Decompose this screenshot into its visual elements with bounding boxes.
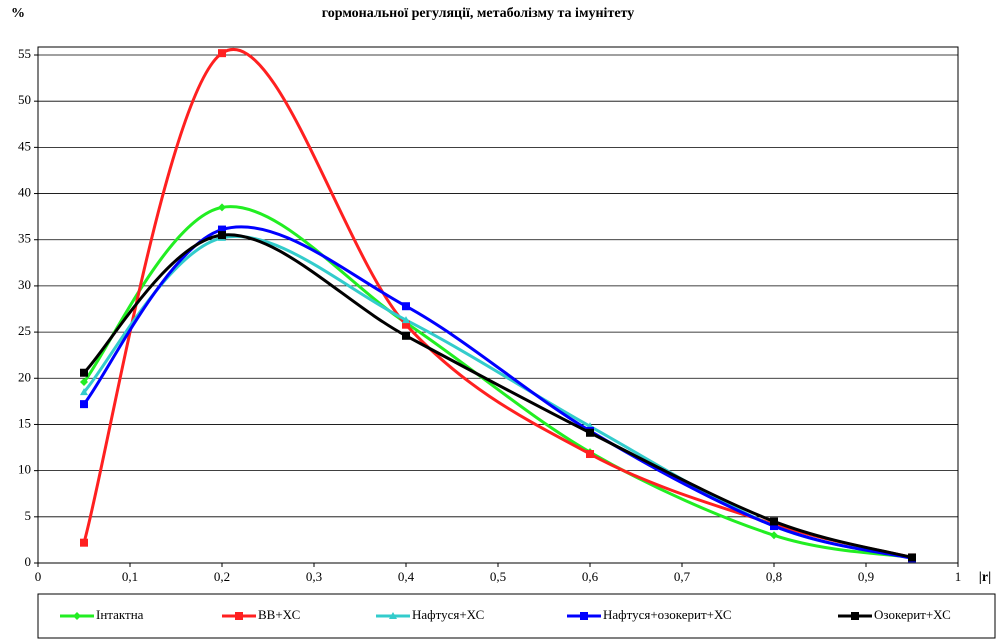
x-axis-label: |r|	[979, 570, 991, 585]
y-tick-label: 25	[18, 323, 31, 338]
x-tick-label: 0,9	[858, 569, 874, 584]
marker	[80, 400, 88, 409]
marker	[586, 450, 594, 459]
marker	[770, 531, 778, 540]
marker	[851, 612, 859, 620]
legend-label: Озокерит+ХС	[874, 607, 951, 622]
marker	[402, 316, 410, 324]
x-tick-label: 0,3	[306, 569, 322, 584]
marker	[218, 225, 226, 234]
marker	[218, 49, 226, 58]
y-tick-label: 10	[18, 462, 31, 477]
y-tick-label: 45	[18, 138, 31, 153]
x-tick-label: 0,1	[122, 569, 138, 584]
marker	[770, 522, 778, 531]
x-tick-label: 0	[35, 569, 42, 584]
marker	[402, 331, 410, 340]
marker	[908, 553, 916, 562]
y-tick-label: 50	[18, 92, 31, 107]
x-tick-label: 0,8	[766, 569, 782, 584]
y-tick-label: 0	[25, 554, 32, 569]
chart-title: гормональної регуляції, метаболізму та і…	[322, 6, 634, 21]
marker	[80, 538, 88, 547]
legend-label: Інтактна	[96, 607, 144, 622]
y-tick-label: 15	[18, 415, 31, 430]
legend-label: Нафтуся+ХС	[412, 607, 484, 622]
y-tick-label: 5	[25, 508, 32, 523]
marker	[235, 612, 243, 620]
marker	[80, 377, 88, 386]
marker	[218, 231, 226, 240]
legend-label: Нафтуся+озокерит+ХС	[603, 607, 732, 622]
y-tick-label: 35	[18, 231, 31, 246]
x-tick-label: 0,5	[490, 569, 506, 584]
marker	[80, 368, 88, 377]
x-tick-label: 1	[955, 569, 962, 584]
y-tick-label: 30	[18, 277, 31, 292]
x-tick-label: 0,7	[674, 569, 691, 584]
marker	[580, 612, 588, 620]
marker	[586, 428, 594, 437]
marker	[770, 517, 778, 526]
legend-box	[37, 593, 996, 639]
legend-label: ВВ+ХС	[258, 607, 300, 622]
marker	[73, 612, 81, 620]
marker	[218, 203, 226, 212]
y-axis-label: %	[11, 6, 25, 21]
plot-frame	[37, 46, 959, 564]
y-tick-label: 40	[18, 185, 31, 200]
marker	[402, 320, 410, 329]
marker	[80, 388, 88, 396]
marker	[402, 302, 410, 311]
y-tick-label: 55	[18, 46, 31, 61]
marker	[389, 612, 397, 619]
x-tick-label: 0,4	[398, 569, 415, 584]
x-tick-label: 0,6	[582, 569, 599, 584]
y-tick-label: 20	[18, 369, 31, 384]
x-tick-label: 0,2	[214, 569, 230, 584]
